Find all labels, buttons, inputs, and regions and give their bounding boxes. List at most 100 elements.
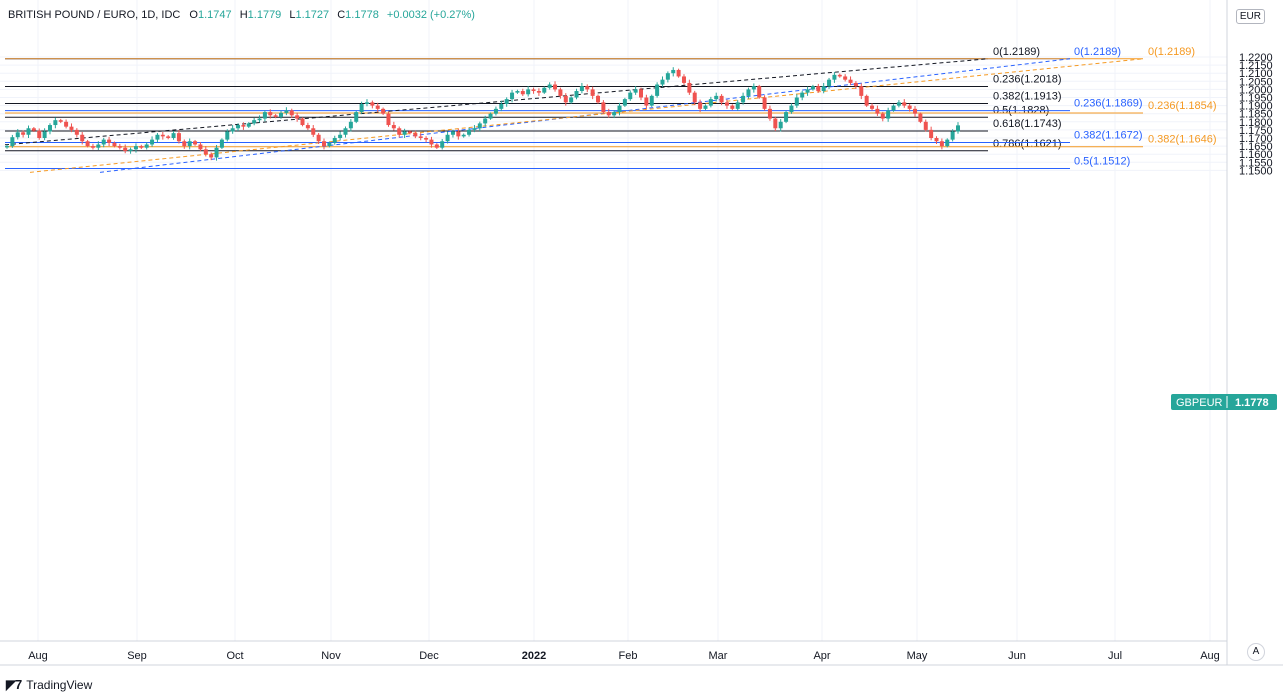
- trend-line-black: [4, 58, 989, 146]
- candle-body: [47, 125, 52, 132]
- candle-body: [53, 120, 58, 126]
- candle-body: [450, 131, 455, 135]
- fib-blue-label: 0(1.2189): [1074, 46, 1121, 58]
- candle-body: [348, 121, 353, 129]
- candle-body: [90, 146, 95, 148]
- close-label: C: [337, 9, 346, 21]
- candle-body: [364, 102, 369, 104]
- candle-body: [784, 112, 789, 122]
- candle-body: [681, 76, 686, 83]
- candle-body: [123, 147, 128, 151]
- candle-body: [805, 89, 810, 93]
- price-tick-label: 1.1850: [1239, 109, 1273, 121]
- candle-body: [381, 108, 386, 114]
- candle-body: [101, 139, 106, 145]
- candle-body: [601, 102, 606, 113]
- candle-body: [875, 108, 880, 114]
- candle-body: [429, 139, 434, 145]
- symbol-title: BRITISH POUND / EURO, 1D, IDC: [8, 9, 181, 21]
- candle-body: [504, 99, 509, 104]
- candle-body: [934, 138, 939, 142]
- candle-body: [257, 118, 262, 121]
- candle-body: [117, 146, 122, 148]
- fib-black-label: 0.618(1.1743): [993, 118, 1062, 130]
- tradingview-logo-icon: ◤7: [6, 677, 22, 692]
- candle-body: [639, 89, 643, 98]
- candle-body: [945, 139, 950, 147]
- candle-body: [246, 123, 251, 127]
- candle-body: [402, 131, 407, 135]
- brand-name: TradingView: [26, 678, 93, 692]
- candle-body: [660, 79, 665, 85]
- price-axis[interactable]: 1.22001.21501.21001.20501.20001.19501.19…: [1239, 52, 1273, 177]
- time-axis[interactable]: Aug Sep Oct Nov Dec 2022 Feb Mar Apr May Jun Jul Aug: [28, 650, 1220, 662]
- candle-body: [821, 86, 826, 92]
- candle-body: [413, 133, 418, 137]
- time-tick-label: Apr: [813, 650, 830, 662]
- candle-body: [633, 89, 638, 93]
- candle-body: [724, 102, 729, 106]
- candle-body: [58, 120, 63, 122]
- candle-body: [343, 128, 348, 135]
- candle-body: [359, 103, 364, 113]
- candle-body: [139, 146, 144, 148]
- fib-black-label: 0(1.2189): [993, 46, 1040, 58]
- candle-body: [918, 113, 923, 122]
- time-tick-label: Jul: [1108, 650, 1122, 662]
- fib-orange-label: 0.382(1.1646): [1148, 134, 1217, 146]
- candle-body: [440, 141, 445, 148]
- candle-body: [209, 154, 214, 158]
- candle-body: [80, 134, 85, 142]
- grid: [0, 0, 1227, 641]
- candle-body: [526, 89, 531, 95]
- price-tick-label: 1.1700: [1239, 133, 1273, 145]
- candle-body: [590, 89, 595, 96]
- time-tick-label: Jun: [1008, 650, 1026, 662]
- candle-body: [203, 149, 208, 155]
- candle-body: [520, 91, 525, 95]
- footer: ◤7 TradingView: [6, 677, 92, 693]
- high-label: H: [239, 9, 248, 21]
- price-tick-label: 1.1900: [1239, 101, 1273, 113]
- time-tick-label: Aug: [28, 650, 48, 662]
- candle-body: [730, 105, 735, 109]
- candle-body: [300, 118, 305, 126]
- time-tick-label: Aug: [1200, 650, 1220, 662]
- candle-body: [21, 132, 26, 135]
- candle-body: [956, 125, 960, 132]
- candle-body: [553, 84, 558, 90]
- candle-body: [96, 144, 101, 148]
- time-tick-label: Oct: [226, 650, 243, 662]
- candle-body: [692, 92, 697, 103]
- auto-scale-button[interactable]: A: [1247, 643, 1265, 661]
- trend-lines: [4, 58, 1144, 173]
- candle-body: [284, 110, 289, 113]
- candle-body: [950, 131, 955, 140]
- candle-body: [332, 138, 337, 143]
- candle-body: [778, 121, 783, 129]
- currency-badge[interactable]: EUR: [1235, 9, 1265, 24]
- candle-body: [434, 144, 439, 148]
- candle-body: [386, 113, 391, 126]
- candle-body: [902, 102, 907, 106]
- candle-body: [5, 146, 9, 148]
- candle-body: [327, 142, 332, 147]
- fib-black-label: 0.786(1.1621): [993, 138, 1062, 150]
- time-tick-label: 2022: [522, 650, 546, 662]
- candle-body: [295, 115, 300, 119]
- open-value: 1.1747: [197, 9, 232, 21]
- candle-body: [107, 139, 112, 143]
- candle-body: [853, 82, 858, 87]
- high-value: 1.1779: [247, 9, 282, 21]
- candle-body: [311, 128, 316, 135]
- candle-body: [789, 105, 794, 113]
- price-tick-label: 1.2000: [1239, 84, 1273, 96]
- candle-body: [166, 136, 171, 138]
- candle-body: [767, 108, 772, 119]
- fib-orange-label: 0.236(1.1854): [1148, 100, 1217, 112]
- candle-body: [907, 105, 912, 109]
- candle-body: [606, 112, 611, 116]
- candle-body: [144, 144, 149, 148]
